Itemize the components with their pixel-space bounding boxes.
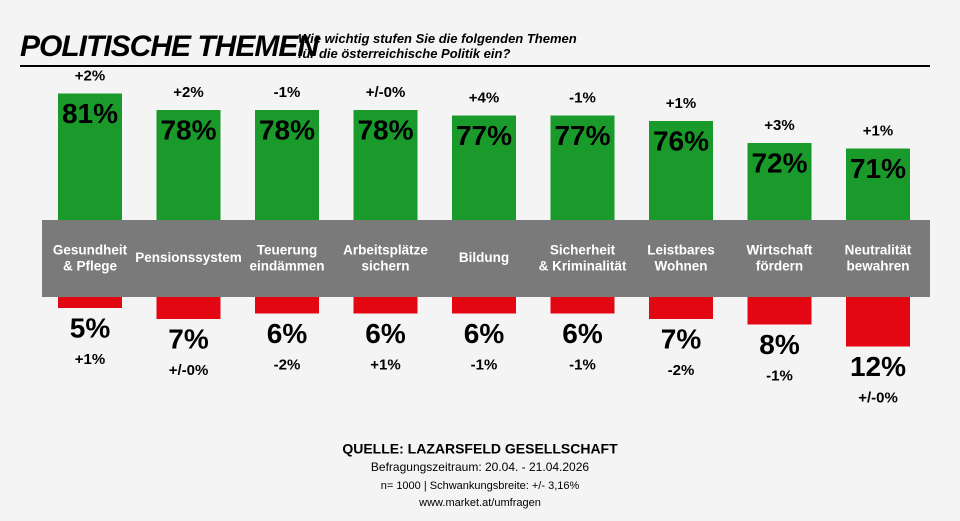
bar — [649, 293, 713, 319]
category-label: Pensionssystem — [135, 250, 242, 265]
change-label: +2% — [173, 84, 203, 101]
bar — [452, 293, 516, 314]
change-label: -1% — [471, 356, 498, 373]
change-label: -2% — [668, 362, 695, 379]
bar — [353, 293, 418, 314]
change-label: +/-0% — [169, 362, 209, 379]
value-label: 78% — [259, 114, 315, 145]
value-label: 71% — [850, 153, 906, 184]
change-label: +/-0% — [858, 389, 898, 406]
change-label: +3% — [764, 117, 794, 134]
change-label: +/-0% — [366, 84, 406, 101]
value-label: 77% — [554, 120, 610, 151]
value-label: 6% — [562, 318, 603, 349]
value-label: 7% — [168, 323, 209, 354]
chart-title: POLITISCHE THEMEN — [20, 30, 320, 63]
change-label: +1% — [863, 122, 893, 139]
change-label: -2% — [274, 356, 301, 373]
bar — [156, 110, 221, 224]
change-label: -1% — [274, 84, 301, 101]
bar — [550, 115, 615, 224]
change-label: -1% — [569, 89, 596, 106]
value-label: 6% — [267, 318, 308, 349]
value-label: 76% — [653, 125, 709, 156]
category-label: Sicherheit & Kriminalität — [539, 242, 627, 273]
change-label: +1% — [370, 356, 400, 373]
category-label: Arbeitsplätze sichern — [343, 242, 428, 273]
value-label: 6% — [365, 318, 406, 349]
value-label: 77% — [456, 120, 512, 151]
category-label: Teuerung eindämmen — [249, 242, 324, 273]
value-label: 7% — [661, 323, 702, 354]
bar — [846, 293, 910, 347]
change-label: -1% — [569, 356, 596, 373]
category-label: Neutralität bewahren — [845, 242, 912, 273]
note: Befragungszeitraum: 20.04. - 21.04.2026 — [371, 460, 589, 474]
change-label: +1% — [75, 351, 105, 368]
note: n= 1000 | Schwankungsbreite: +/- 3,16% — [381, 480, 580, 492]
bar — [846, 148, 910, 224]
value-label: 12% — [850, 351, 906, 382]
bar — [452, 115, 516, 224]
category-label: Wirtschaft fördern — [747, 242, 813, 273]
change-label: +2% — [75, 67, 105, 84]
bar — [255, 110, 319, 224]
value-label: 78% — [357, 114, 413, 145]
bar — [550, 293, 615, 314]
category-label: Bildung — [459, 250, 509, 265]
bar — [747, 143, 812, 224]
change-label: +4% — [469, 89, 499, 106]
value-label: 6% — [464, 318, 505, 349]
bar — [156, 293, 221, 319]
chart-subtitle: Wie wichtig stufen Sie die folgenden The… — [298, 31, 577, 61]
value-label: 72% — [751, 147, 807, 178]
bar — [649, 121, 713, 224]
value-label: 78% — [160, 114, 216, 145]
value-label: 5% — [70, 312, 111, 343]
source: QUELLE: LAZARSFELD GESELLSCHAFT — [342, 441, 618, 457]
value-label: 8% — [759, 329, 800, 360]
value-label: 81% — [62, 98, 118, 129]
category-band — [42, 220, 930, 297]
change-label: +1% — [666, 95, 696, 112]
bar — [353, 110, 418, 224]
category-label: Gesundheit & Pflege — [53, 242, 128, 273]
category-label: Leistbares Wohnen — [647, 242, 715, 273]
bar — [58, 93, 122, 224]
bar — [747, 293, 812, 325]
note: www.market.at/umfragen — [418, 497, 541, 509]
change-label: -1% — [766, 367, 793, 384]
bar — [255, 293, 319, 314]
